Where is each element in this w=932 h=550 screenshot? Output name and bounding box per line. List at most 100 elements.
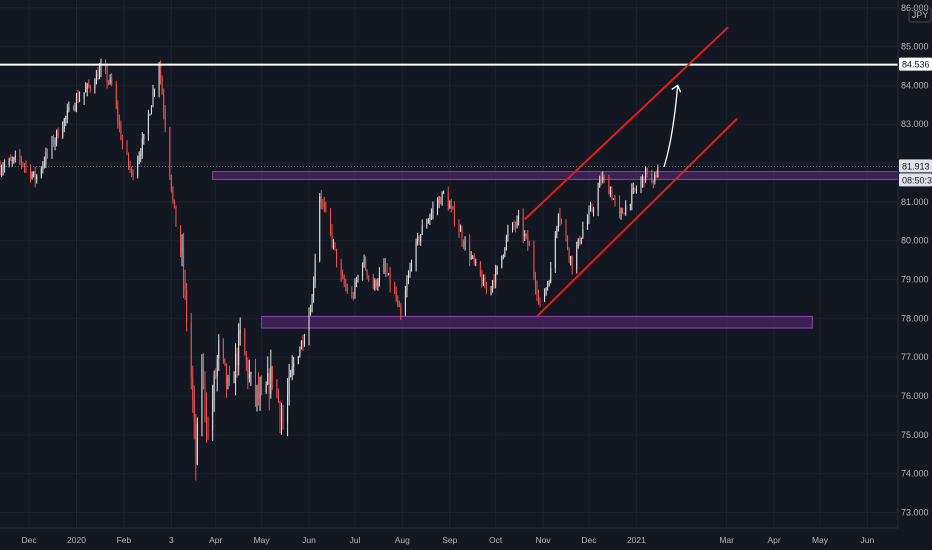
candle-body [481, 275, 483, 286]
candle-body [545, 287, 547, 294]
candle-body [333, 242, 334, 244]
candle-body [276, 381, 278, 393]
candle-body [570, 256, 572, 259]
candle-body [271, 366, 273, 382]
candle-body [180, 226, 181, 253]
candle-body [239, 329, 241, 333]
candle-body [458, 223, 460, 232]
candle-body [57, 130, 59, 138]
candle-body [236, 353, 238, 366]
candle-body [513, 223, 515, 226]
candle-body [334, 242, 336, 249]
candle-body [420, 234, 422, 242]
candle-body [395, 292, 397, 301]
candle-body [602, 177, 604, 181]
candle-body [62, 128, 64, 138]
candle-body [20, 158, 22, 163]
candle-body [643, 176, 645, 183]
candle-body [383, 263, 385, 274]
candle-body [372, 277, 374, 289]
price-tick-label: 83.000 [901, 119, 929, 129]
candle-body [548, 282, 550, 284]
candle-body [303, 339, 305, 345]
support-zone[interactable] [261, 315, 813, 329]
candle-body [365, 259, 367, 270]
candle-body [46, 152, 48, 154]
candle-body [164, 112, 166, 129]
candle-body [207, 428, 209, 431]
candle-body [213, 375, 215, 400]
candle-body [238, 332, 240, 366]
candle-body [354, 282, 356, 297]
candle-body [362, 264, 364, 276]
price-tick-label: 85.000 [901, 42, 929, 52]
candle-body [258, 386, 259, 399]
candle-body [452, 206, 454, 209]
candle-body [536, 287, 538, 297]
candle-body [111, 78, 113, 84]
candle-body [482, 278, 484, 286]
currency-label: JPY [912, 10, 929, 20]
candle-body [24, 165, 25, 167]
candle-body [65, 116, 67, 120]
time-axis[interactable]: Dec 2020 Feb 3 Apr May Jun Jul Aug Sep Oct Nov Dec 20… [22, 535, 875, 545]
candle-body [417, 236, 419, 241]
price-tick-label: 80.000 [901, 236, 929, 246]
candle-body [203, 369, 204, 376]
candle-body [277, 392, 279, 403]
candle-body [138, 156, 140, 161]
candle-body [25, 165, 27, 167]
candle-body [14, 155, 16, 158]
candle-body [201, 369, 203, 424]
candle-body [118, 121, 120, 126]
candle-body [1, 169, 2, 174]
candle-body [486, 288, 487, 291]
candle-body [126, 143, 128, 154]
resistance-zone[interactable] [212, 171, 899, 180]
candle-body [571, 256, 573, 270]
price-badges: 84.536 81.913 08:50:39 [899, 57, 932, 187]
candle-body [577, 238, 579, 247]
drawings-layer [0, 26, 898, 318]
candle-body [132, 171, 134, 177]
candle-body [443, 192, 445, 194]
candle-body [340, 263, 342, 276]
candle-body [265, 384, 267, 392]
candle-body [502, 254, 504, 256]
candle-body [248, 373, 250, 379]
candle-body [83, 92, 85, 99]
candle-body [281, 416, 282, 423]
candle-body [620, 210, 622, 213]
channel-lower[interactable] [536, 117, 739, 318]
candle-body [645, 167, 647, 183]
candle-body [421, 225, 423, 235]
candle-body [588, 210, 590, 219]
channel-upper[interactable] [524, 26, 729, 221]
time-tick-label: Apr [767, 535, 780, 545]
candle-body [193, 400, 195, 423]
candle-body [143, 134, 145, 139]
candle-body [256, 386, 258, 396]
candle-body [495, 269, 497, 284]
candle-body [576, 246, 578, 270]
candle-body [141, 138, 143, 154]
candle-body [2, 167, 4, 170]
candle-body [550, 268, 552, 283]
candle-body [505, 236, 507, 249]
candle-body [611, 190, 613, 200]
candle-body [515, 225, 517, 227]
candle-body [279, 402, 281, 423]
candle-body [567, 238, 569, 249]
candle-body [45, 152, 47, 164]
candle-body [30, 166, 32, 179]
candle-body [184, 281, 186, 291]
candle-body [106, 70, 108, 82]
candle-body [640, 181, 642, 190]
candle-body [34, 171, 36, 181]
candle-body [490, 286, 492, 291]
time-tick-label: Dec [581, 535, 597, 545]
candle-body [586, 218, 588, 229]
candle-body [657, 169, 659, 178]
projection-arrow-shaft[interactable] [663, 85, 679, 168]
